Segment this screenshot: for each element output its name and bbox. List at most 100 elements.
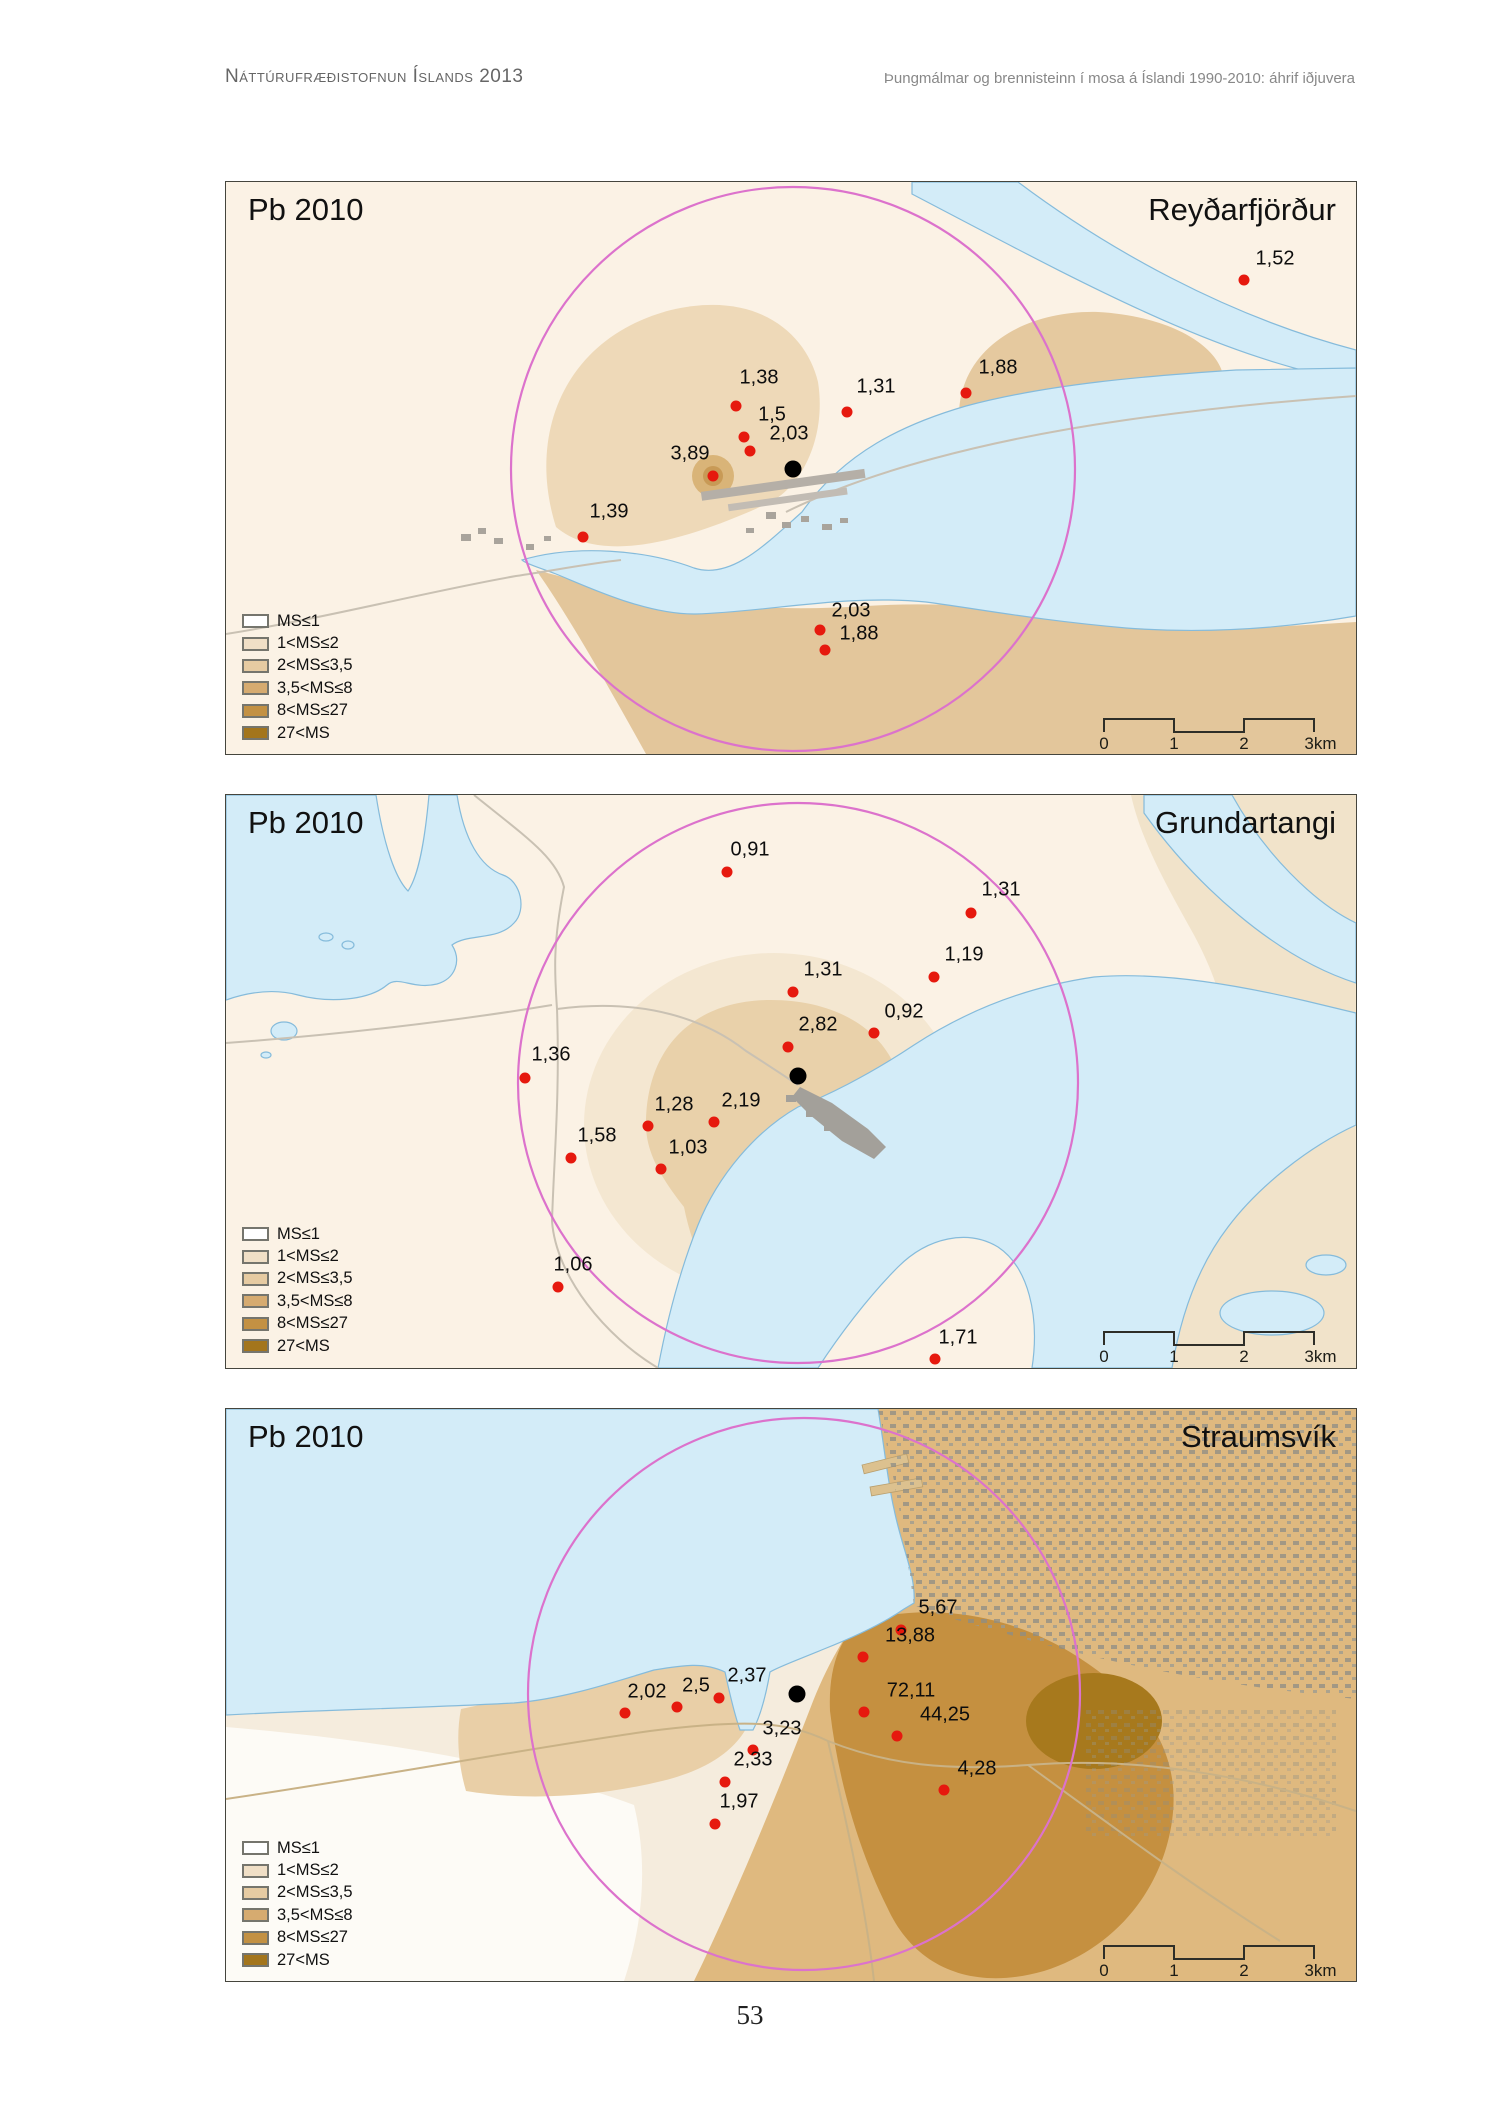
legend-label: 2<MS≤3,5 (277, 1269, 353, 1288)
sample-point (730, 400, 742, 412)
sample-value-label: 1,71 (938, 1326, 978, 1349)
scale-bar-line (1103, 718, 1315, 733)
map-location-label: Grundartangi (1155, 805, 1336, 840)
scale-bar-line (1103, 1331, 1315, 1346)
sample-point (552, 1281, 564, 1293)
page-number: 53 (736, 2000, 764, 2030)
legend-item: MS≤1 (242, 1837, 353, 1859)
sample-value-label: 13,88 (884, 1624, 936, 1647)
industry-source-point (789, 1067, 807, 1085)
sample-value-label: 4,28 (957, 1757, 997, 1780)
scale-label: 0 (1099, 734, 1109, 753)
legend-swatch (242, 1863, 269, 1878)
legend-label: 2<MS≤3,5 (277, 1883, 353, 1902)
sample-value-label: 1,97 (719, 1790, 759, 1813)
sample-point (713, 1692, 725, 1704)
legend-label: 3,5<MS≤8 (277, 1905, 353, 1924)
points-layer: 1,52 1,38 1,31 1,88 1,5 2,03 3,89 1,39 2,03 1,88 (226, 182, 1356, 754)
sample-value-label: 2,03 (769, 422, 809, 445)
legend-label: 27<MS (277, 1950, 330, 1969)
sample-point (891, 1730, 903, 1742)
points-layer: 0,91 1,31 1,19 1,31 0,92 2,82 1,36 2,19 1,28 1,58… (226, 795, 1356, 1368)
map-type-label: Pb 2010 (248, 805, 364, 840)
scale-bar: 0 1 2 3km (1099, 1943, 1336, 1981)
scale-label: 0 (1099, 1961, 1109, 1980)
map-location-label: Straumsvík (1180, 1419, 1336, 1454)
legend-swatch (242, 1908, 269, 1923)
scale-label: 0 (1099, 1347, 1109, 1366)
scale-label: 3km (1304, 1961, 1337, 1980)
sample-value-label: 1,88 (978, 356, 1018, 379)
sample-point (938, 1784, 950, 1796)
legend-item: MS≤1 (242, 1223, 353, 1245)
legend-item: 1<MS≤2 (242, 1245, 353, 1267)
legend-label: 3,5<MS≤8 (277, 678, 353, 697)
sample-point (619, 1707, 631, 1719)
legend-item: 1<MS≤2 (242, 1859, 353, 1881)
sample-point (857, 1651, 869, 1663)
legend-swatch (242, 614, 269, 629)
points-layer: 5,67 13,88 2,37 2,5 2,02 72,11 44,25 3,23 2,33 4,… (226, 1409, 1356, 1981)
legend-swatch (242, 1930, 269, 1945)
sample-value-label: 44,25 (919, 1703, 971, 1726)
sample-point (895, 1624, 907, 1636)
sample-point (577, 531, 589, 543)
legend-swatch (242, 1841, 269, 1856)
sample-value-label: 1,36 (531, 1043, 571, 1066)
legend-swatch (242, 703, 269, 718)
scale-label: 2 (1239, 734, 1249, 753)
legend-item: 2<MS≤3,5 (242, 1882, 353, 1904)
sample-point (928, 971, 940, 983)
sample-point (707, 470, 719, 482)
sample-point (719, 1776, 731, 1788)
sample-value-label: 2,02 (627, 1680, 667, 1703)
legend-item: 2<MS≤3,5 (242, 655, 353, 677)
legend-swatch (242, 1316, 269, 1331)
sample-point (721, 866, 733, 878)
sample-point (1238, 274, 1250, 286)
sample-point (671, 1701, 683, 1713)
sample-point (858, 1706, 870, 1718)
legend-swatch (242, 1294, 269, 1309)
sample-value-label: 1,52 (1255, 247, 1295, 270)
sample-value-label: 1,5 (758, 403, 786, 426)
sample-point (747, 1744, 759, 1756)
sample-value-label: 2,19 (721, 1089, 761, 1112)
sample-value-label: 1,31 (981, 878, 1021, 901)
legend-label: 8<MS≤27 (277, 701, 348, 720)
scale-label: 2 (1239, 1347, 1249, 1366)
header-institution: Náttúrufræðistofnun Íslands 2013 (225, 66, 524, 87)
legend-swatch (242, 1249, 269, 1264)
scale-bar-line (1103, 1945, 1315, 1960)
legend: MS≤1 1<MS≤2 2<MS≤3,5 3,5<MS≤8 8<MS≤27 27<MS (242, 1837, 353, 1971)
sample-point (642, 1120, 654, 1132)
legend-label: 1<MS≤2 (277, 634, 339, 653)
legend-label: 8<MS≤27 (277, 1928, 348, 1947)
legend-label: MS≤1 (277, 1224, 320, 1243)
legend-swatch (242, 1885, 269, 1900)
map-background (226, 1409, 1356, 1981)
sample-point (782, 1041, 794, 1053)
sample-value-label: 2,37 (727, 1664, 767, 1687)
sample-value-label: 1,03 (668, 1136, 708, 1159)
legend-item: MS≤1 (242, 610, 353, 632)
legend-swatch (242, 658, 269, 673)
scale-bar: 0 1 2 3km (1099, 1329, 1336, 1367)
sample-point (565, 1152, 577, 1164)
scale-label: 2 (1239, 1961, 1249, 1980)
sample-value-label: 0,92 (884, 1000, 924, 1023)
legend-swatch (242, 1271, 269, 1286)
legend-item: 27<MS (242, 1949, 353, 1971)
sample-value-label: 3,89 (670, 442, 710, 465)
legend-label: 1<MS≤2 (277, 1861, 339, 1880)
legend-label: 8<MS≤27 (277, 1314, 348, 1333)
map-straumsvik: Pb 2010 Straumsvík 5,67 13,88 2,37 2,5 2,02 7… (225, 1408, 1357, 1982)
legend-item: 8<MS≤27 (242, 700, 353, 722)
sample-point (787, 986, 799, 998)
legend-item: 27<MS (242, 722, 353, 744)
map-type-label: Pb 2010 (248, 1419, 364, 1454)
scale-label: 3km (1304, 734, 1337, 753)
sample-value-label: 72,11 (886, 1679, 936, 1702)
scale-label: 1 (1169, 734, 1179, 753)
